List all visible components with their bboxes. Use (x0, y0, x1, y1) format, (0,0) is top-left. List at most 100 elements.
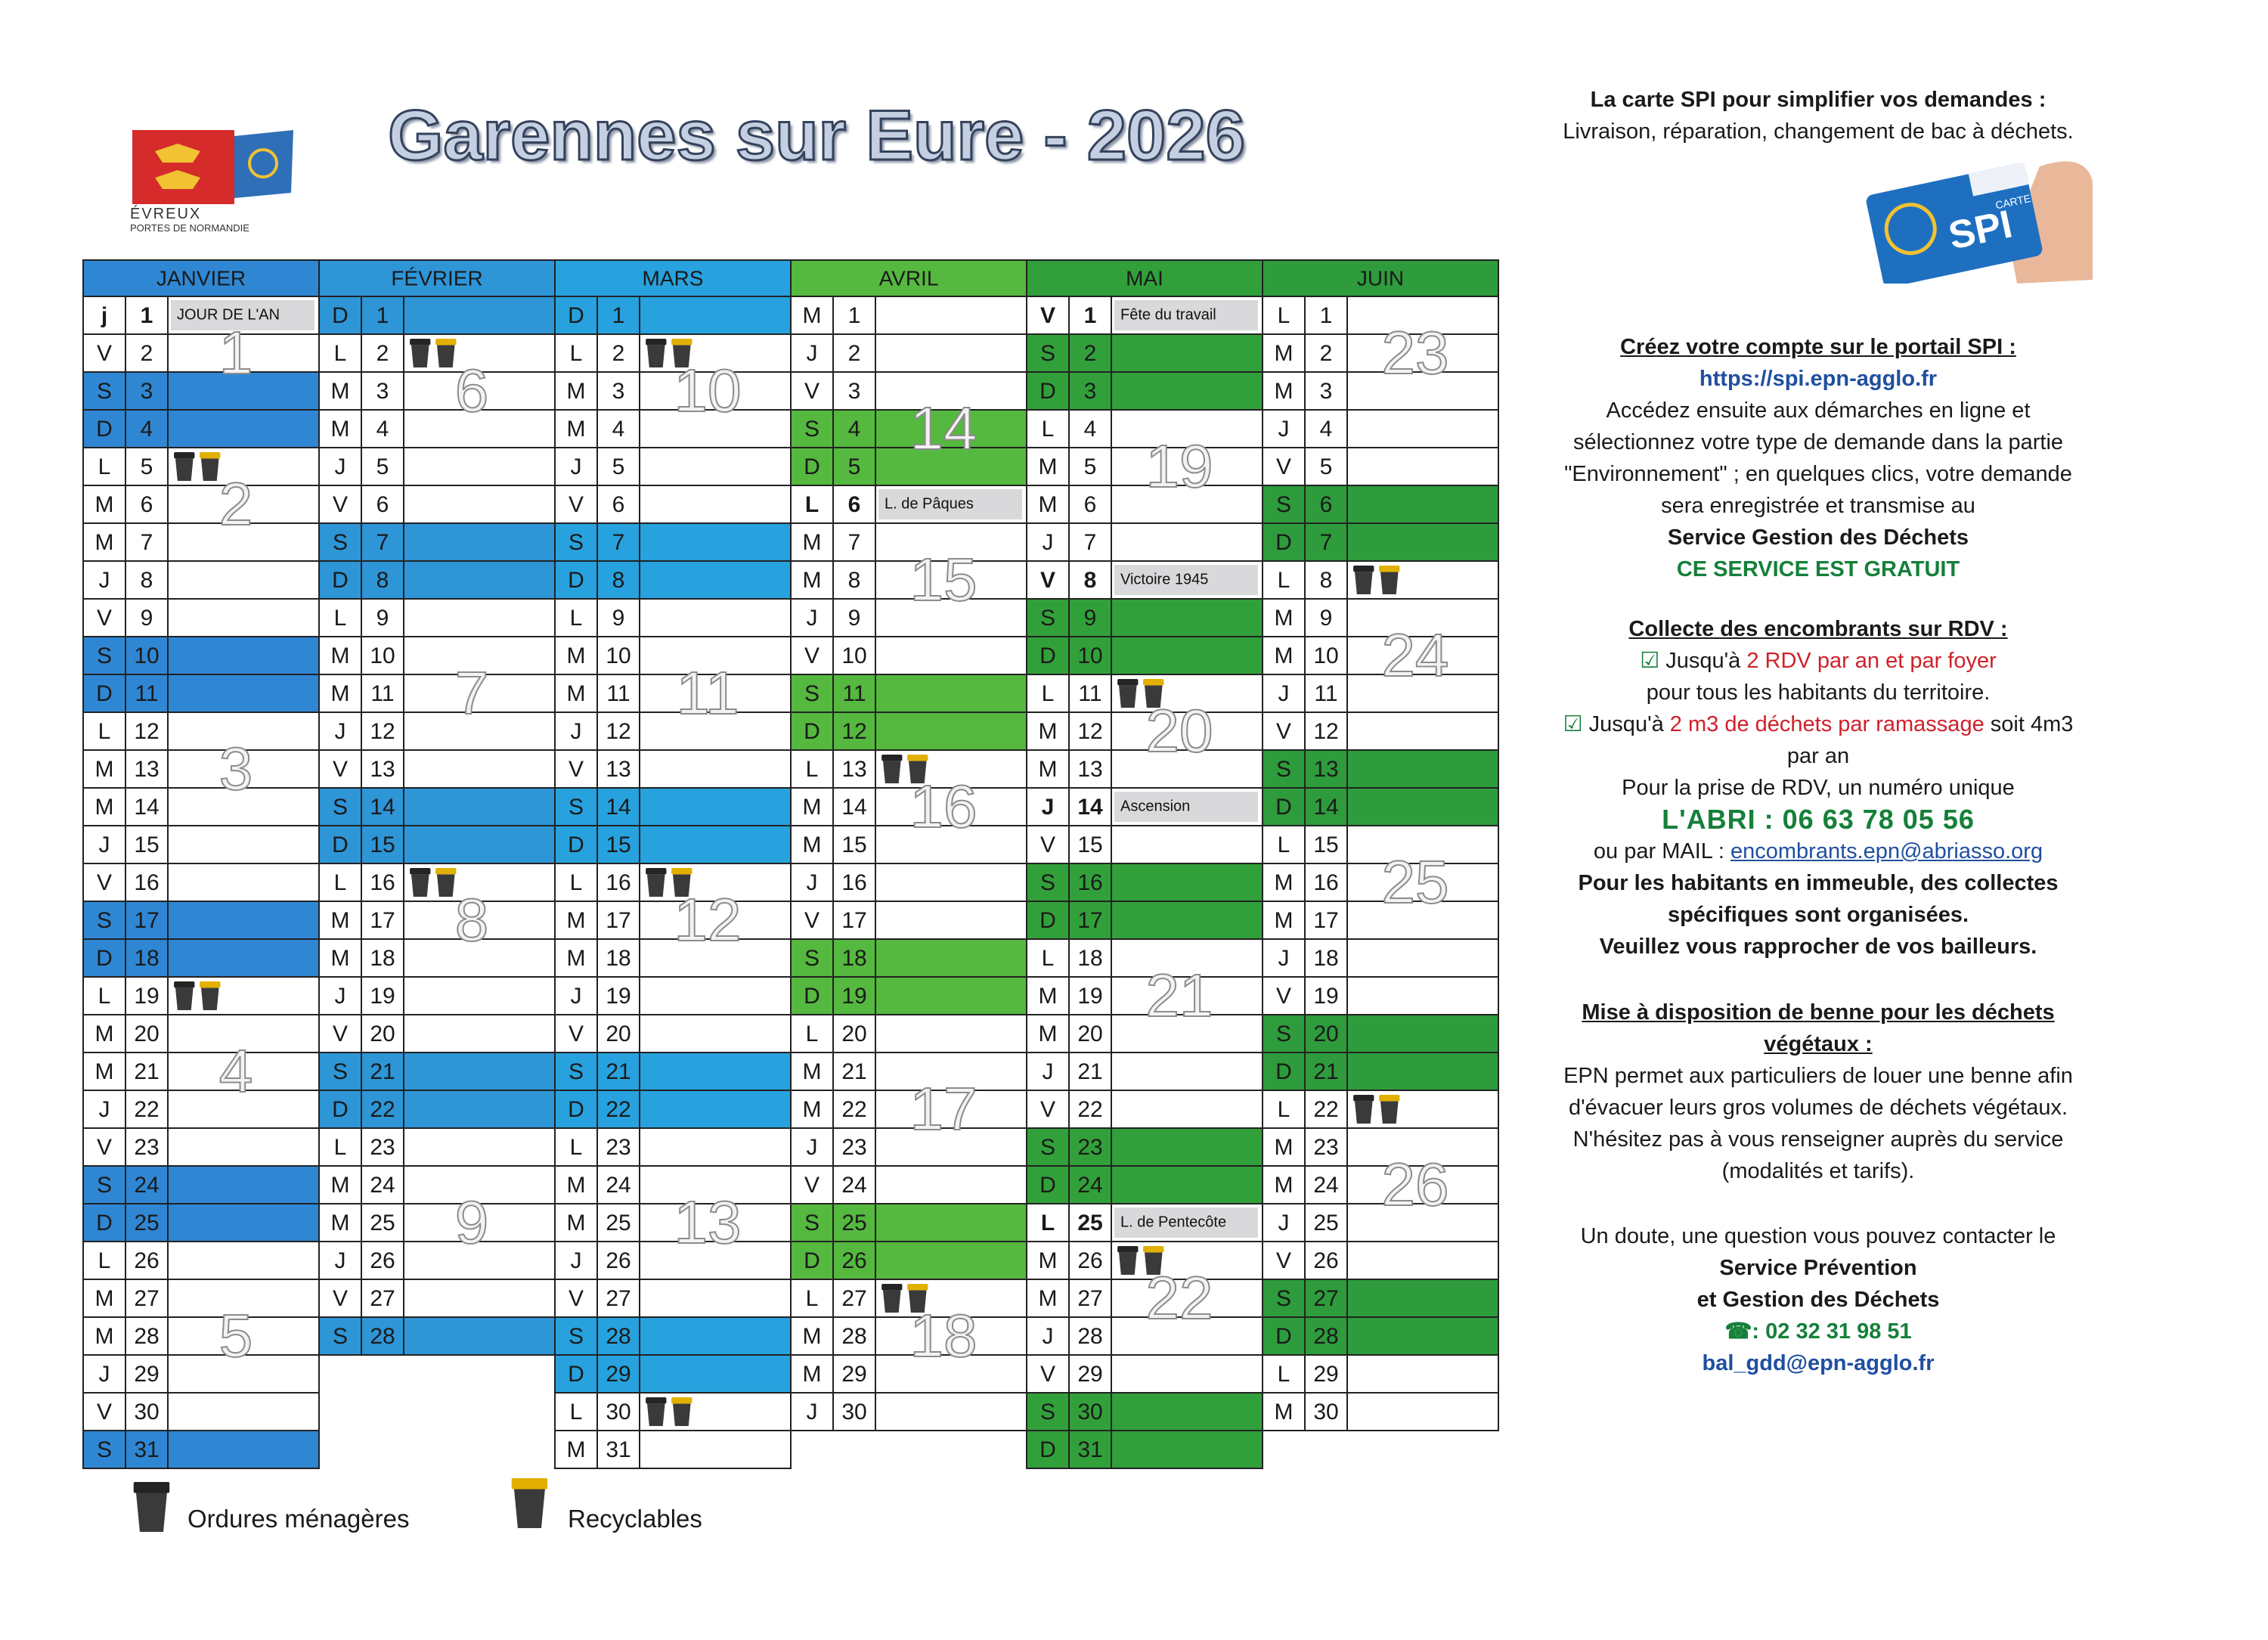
day-number: 11 (1078, 681, 1101, 706)
bin-lid (646, 1397, 667, 1404)
info-line: L'ABRI : 06 63 78 05 56 (1535, 804, 2102, 836)
info-text: N'hésitez pas à vous renseigner auprès d… (1572, 1127, 2064, 1152)
weekday-letter: L (98, 454, 111, 479)
weekday-letter: M (95, 1324, 114, 1349)
note-cell (875, 901, 1027, 940)
day-number: 1 (141, 303, 153, 328)
ordures-bin (1117, 1246, 1139, 1275)
day-number: 25 (1077, 1211, 1102, 1235)
week-number: 25 (1382, 848, 1449, 916)
bin-lid (435, 339, 457, 346)
info-text: et Gestion des Déchets (1696, 1288, 1940, 1312)
weekday-letter: S (569, 795, 584, 820)
day-number: 15 (606, 832, 631, 857)
weekday-letter: M (331, 1173, 350, 1198)
week-number: 4 (219, 1037, 253, 1105)
info-line: ☑ Jusqu'à 2 RDV par an et par foyer (1535, 645, 2102, 677)
weekday-letter: D (568, 1362, 584, 1387)
info-line: bal_gdd@epn-agglo.fr (1535, 1347, 2102, 1379)
day-number: 29 (1313, 1362, 1338, 1387)
weekday-letter: M (567, 379, 586, 404)
weekday-letter: L (334, 341, 347, 366)
weekday-letter: M (1039, 757, 1058, 782)
day-number: 11 (370, 681, 394, 706)
weekend-row (83, 1166, 319, 1204)
day-number: 5 (1320, 454, 1333, 479)
day-number: 23 (841, 1135, 866, 1160)
weekday-letter: J (571, 454, 582, 479)
weekend-row (1263, 750, 1498, 788)
day-number: 18 (1313, 946, 1338, 971)
weekday-letter: J (1278, 1211, 1290, 1235)
month-header (554, 259, 792, 297)
weekend-row (1263, 523, 1498, 561)
info-line: "Environnement" ; en quelques clics, vot… (1535, 458, 2102, 490)
weekday-letter: M (331, 643, 350, 668)
holiday-band (1114, 565, 1258, 595)
weekday-letter: V (1276, 719, 1291, 744)
legend-ordures: Ordures ménagères (187, 1505, 410, 1533)
weekday-letter: D (1040, 1437, 1056, 1462)
weekend-row (83, 410, 319, 448)
weekend-row (555, 1355, 791, 1393)
day-number: 26 (1077, 1248, 1102, 1273)
day-number: 8 (612, 568, 625, 593)
day-number: 5 (1084, 454, 1097, 479)
ordures-bin (174, 452, 195, 481)
day-number: 24 (841, 1173, 866, 1198)
month-header (790, 259, 1027, 297)
day-number: 26 (606, 1248, 631, 1273)
weekday-letter: V (333, 1286, 348, 1311)
weekday-letter: J (571, 1248, 582, 1273)
info-text: Pour les habitants en immeuble, des coll… (1578, 871, 2059, 895)
day-number: 20 (134, 1022, 159, 1046)
weekday-letter: S (333, 530, 348, 555)
info-line: (modalités et tarifs). (1535, 1155, 2102, 1187)
day-number: 17 (134, 908, 159, 933)
day-number: 9 (1320, 606, 1333, 631)
info-text: Veuillez vous rapprocher de vos bailleur… (1599, 935, 2037, 959)
day-number: 18 (606, 946, 631, 971)
info-text[interactable]: encombrants.epn@abriasso.org (1730, 839, 2043, 863)
weekday-letter: M (95, 1059, 114, 1084)
weekend-row (1263, 1015, 1498, 1053)
weekend-row (1027, 1431, 1263, 1468)
day-number: 8 (376, 568, 389, 593)
weekday-letter: V (97, 870, 112, 895)
weekday-letter: J (1042, 795, 1055, 820)
bin-lid (174, 452, 195, 459)
bin-lid (435, 868, 457, 875)
week-number: 2 (219, 470, 253, 538)
weekday-letter: L (805, 492, 819, 517)
bin-lid (511, 1478, 548, 1490)
day-number: 24 (1077, 1173, 1102, 1198)
info-text: ☎: 02 32 31 98 51 (1724, 1319, 1912, 1344)
weekday-letter: D (96, 681, 113, 706)
day-number: 25 (1313, 1211, 1338, 1235)
weekday-letter: M (1039, 1248, 1058, 1273)
info-text: Jusqu'à (1582, 712, 1670, 736)
day-number: 1 (848, 303, 861, 328)
week-number: 13 (674, 1189, 742, 1256)
weekend-row (1263, 485, 1498, 523)
weekday-letter: S (569, 530, 584, 555)
info-text: Jusqu'à (1659, 649, 1747, 673)
note-cell (875, 863, 1027, 902)
info-section: Un doute, une question vous pouvez conta… (1535, 1220, 2102, 1379)
recyclable-bin (511, 1478, 548, 1528)
info-text: (modalités et tarifs). (1721, 1159, 1915, 1183)
day-number: 21 (134, 1059, 159, 1084)
week-number: 8 (455, 886, 489, 953)
weekday-letter: L (334, 870, 347, 895)
day-number: 14 (370, 795, 395, 820)
bin-body (673, 345, 691, 367)
weekend-row (1027, 1128, 1263, 1166)
weekday-letter: V (97, 341, 112, 366)
month-name: FÉVRIER (391, 266, 482, 290)
bin-body (647, 1403, 665, 1426)
info-text: végétaux : (1764, 1032, 1873, 1056)
info-text: Mise à disposition de benne pour les déc… (1582, 1000, 2055, 1025)
info-section: Mise à disposition de benne pour les déc… (1535, 997, 2102, 1187)
day-number: 9 (376, 606, 389, 631)
